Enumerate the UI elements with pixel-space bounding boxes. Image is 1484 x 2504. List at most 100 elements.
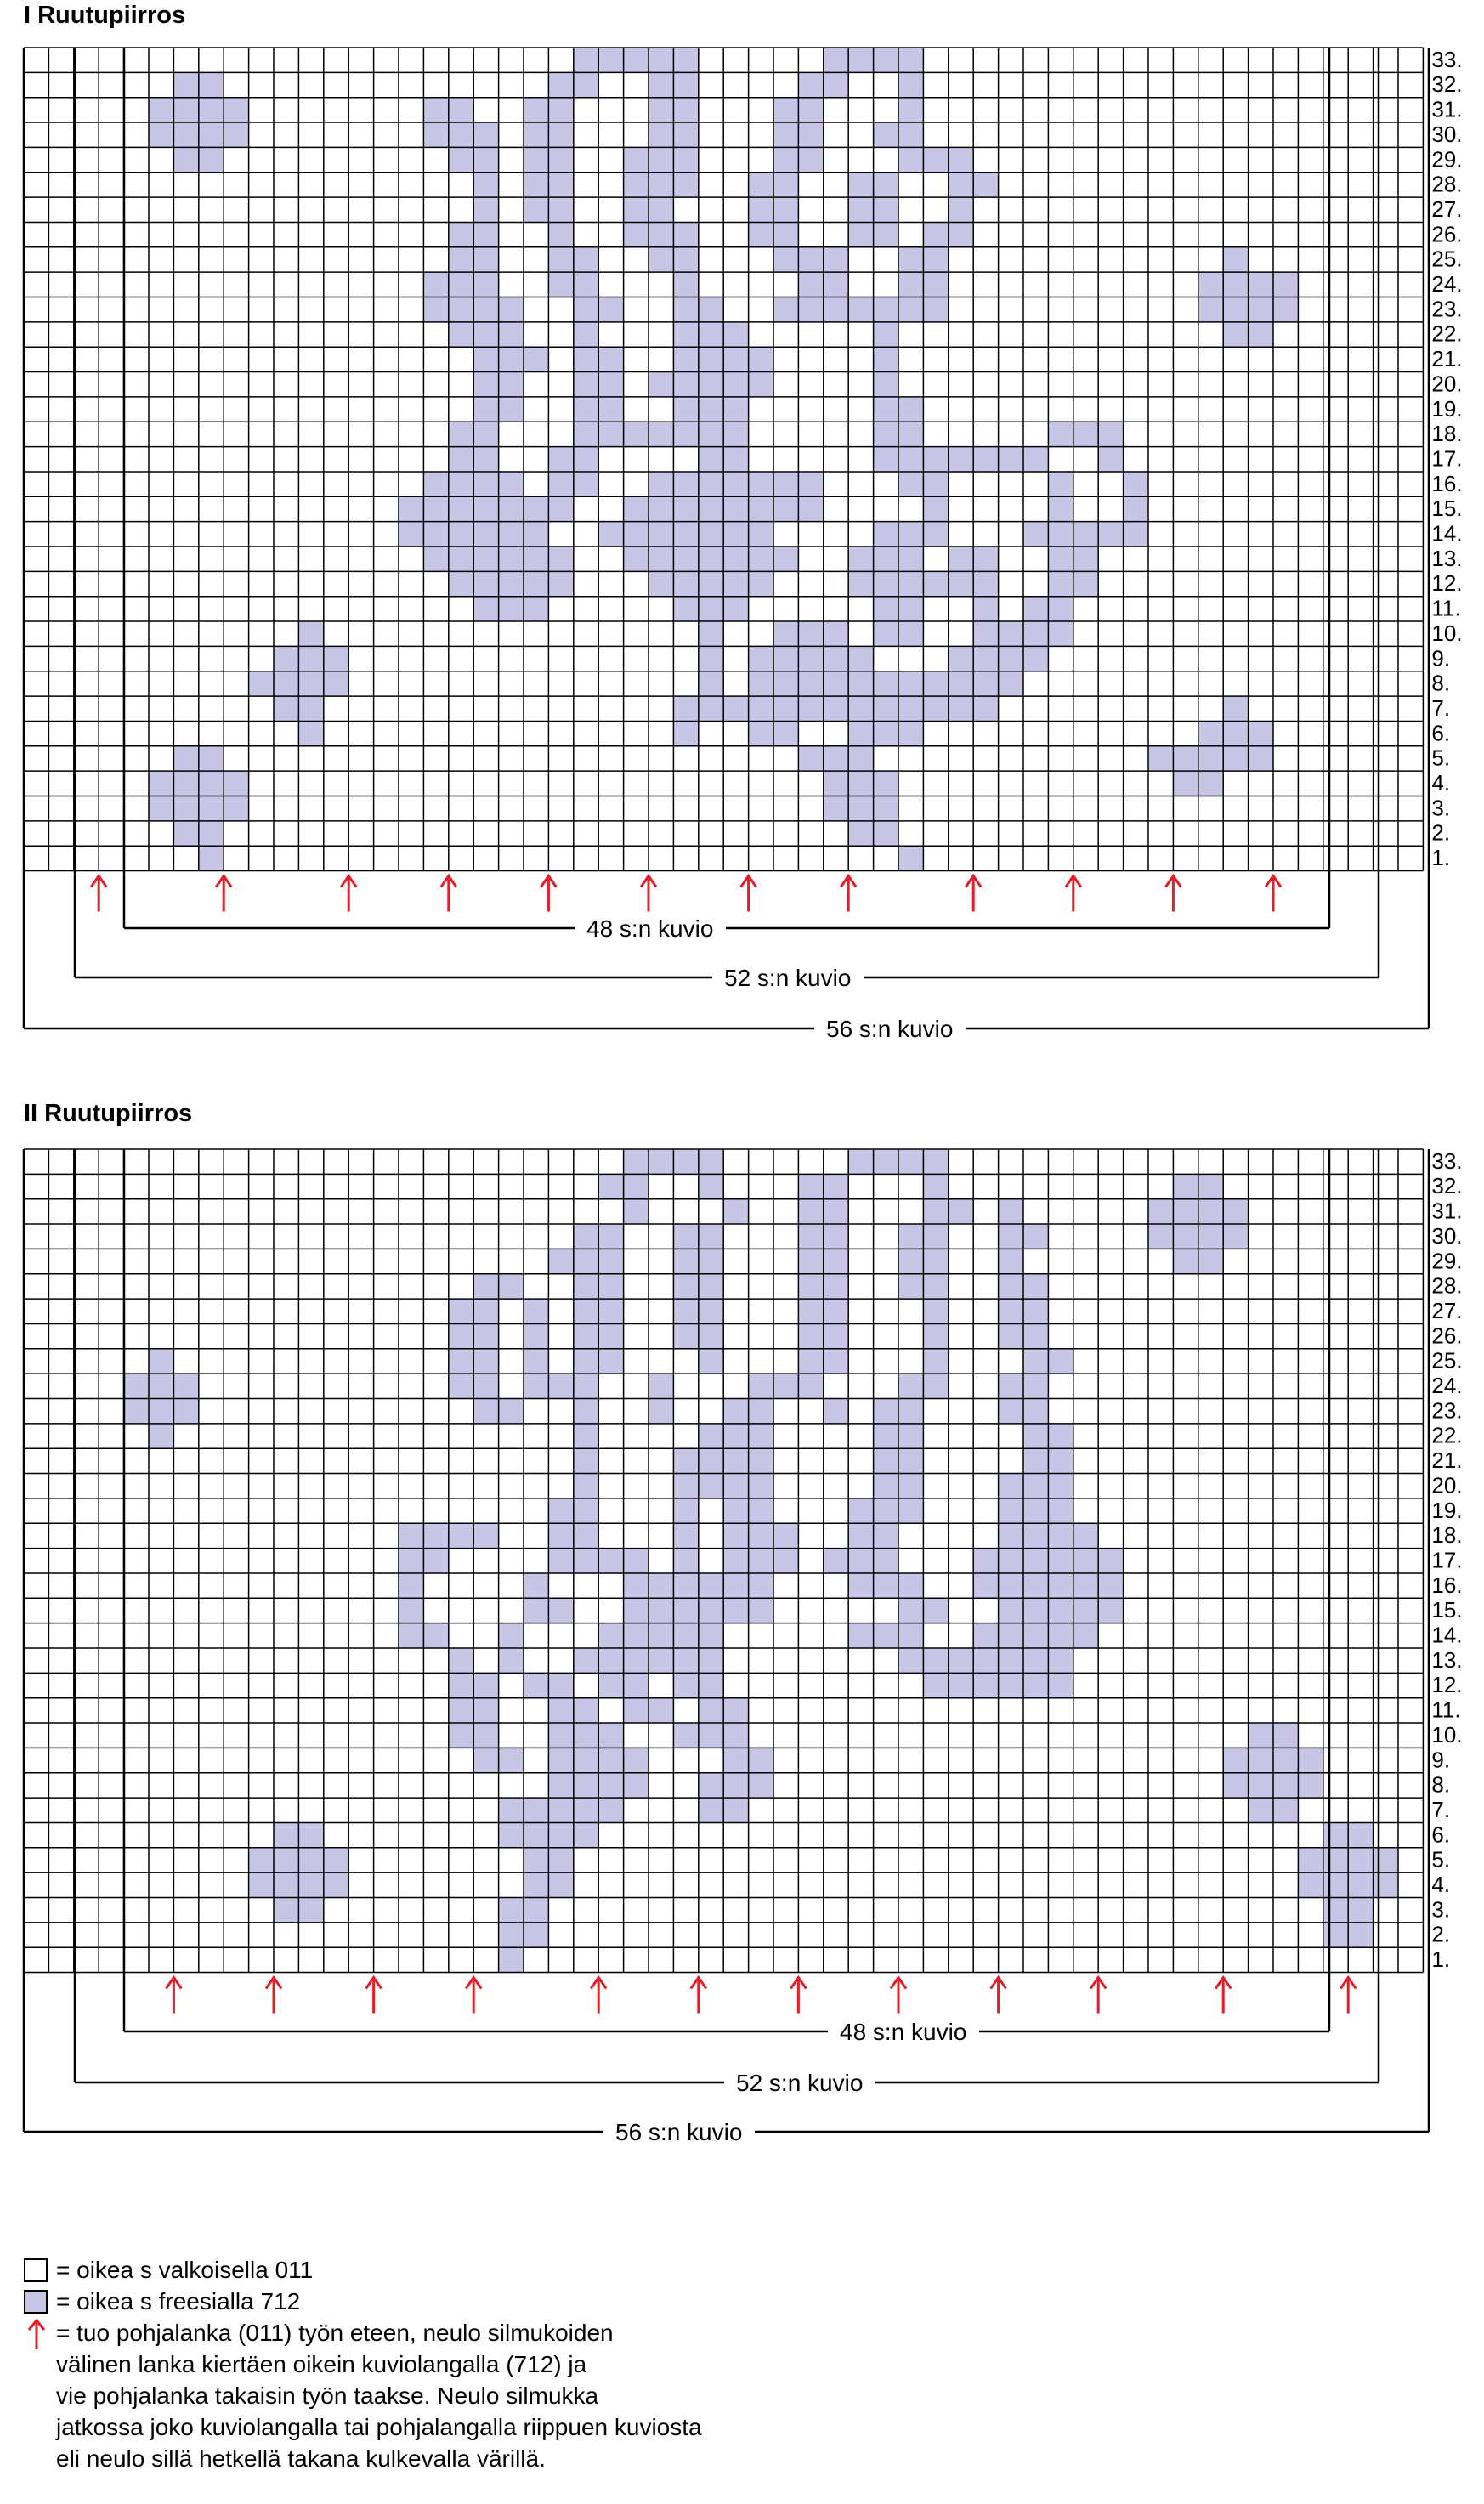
lilac-stitch-cell (748, 1398, 773, 1424)
lilac-stitch-cell (873, 422, 898, 447)
lilac-stitch-cell (1223, 246, 1249, 273)
lilac-stitch-cell (1248, 721, 1273, 746)
lilac-stitch-cell (698, 1623, 724, 1648)
lilac-stitch-cell (649, 1598, 674, 1623)
lilac-stitch-cell (548, 122, 574, 148)
lilac-stitch-cell (323, 671, 349, 697)
lilac-stitch-cell (573, 446, 599, 472)
row-number-label: 6. (1431, 720, 1450, 745)
span-label: 56 s:n kuvio (615, 2119, 742, 2145)
lilac-stitch-cell (773, 147, 799, 173)
lilac-stitch-cell (923, 1174, 949, 1199)
lilac-stitch-cell (723, 422, 749, 447)
lilac-stitch-cell (623, 521, 649, 547)
lilac-stitch-cell (649, 1572, 674, 1599)
row-number-label: 22. (1431, 321, 1462, 347)
lilac-stitch-cell (823, 621, 849, 647)
lilac-stitch-cell (274, 696, 299, 722)
lilac-stitch-cell (723, 1548, 749, 1573)
lilac-stitch-cell (524, 547, 549, 572)
lilac-stitch-cell (598, 347, 624, 372)
lilac-stitch-cell (698, 422, 724, 447)
row-number-label: 27. (1431, 1298, 1462, 1323)
lilac-stitch-cell (723, 1198, 749, 1225)
lilac-stitch-cell (673, 496, 699, 522)
lilac-stitch-cell (573, 1723, 599, 1748)
lilac-stitch-cell (448, 521, 474, 547)
lilac-stitch-cell (1223, 696, 1249, 722)
lilac-stitch-cell (598, 1772, 624, 1799)
lilac-stitch-cell (524, 596, 549, 622)
lilac-stitch-cell (623, 172, 649, 198)
lilac-stitch-cell (1048, 547, 1073, 572)
lilac-stitch-cell (649, 246, 674, 273)
lilac-stitch-cell (673, 147, 699, 173)
legend-arrow-line-2: välinen lanka kiertäen oikein kuviolanga… (56, 2351, 587, 2377)
lilac-stitch-cell (448, 571, 474, 597)
row-number-label: 14. (1431, 1623, 1462, 1648)
lilac-stitch-cell (1123, 471, 1148, 497)
lilac-stitch-cell (773, 1523, 799, 1549)
lilac-stitch-cell (798, 1249, 824, 1274)
lilac-stitch-cell (1023, 1623, 1049, 1648)
lilac-stitch-cell (548, 1748, 574, 1773)
lilac-stitch-cell (698, 1448, 724, 1474)
lilac-stitch-cell (673, 222, 699, 247)
lilac-stitch-cell (823, 671, 849, 697)
lilac-stitch-cell (573, 1498, 599, 1524)
lilac-stitch-cell (1048, 1423, 1073, 1449)
lilac-stitch-cell (1323, 1872, 1349, 1898)
lilac-stitch-cell (873, 222, 898, 247)
lilac-stitch-cell (698, 1772, 724, 1799)
lilac-stitch-cell (623, 496, 649, 522)
lilac-stitch-cell (198, 147, 224, 173)
lilac-stitch-cell (973, 1548, 999, 1573)
lilac-stitch-cell (573, 1299, 599, 1324)
lilac-stitch-cell (198, 97, 224, 123)
lilac-stitch-cell (673, 371, 699, 397)
lilac-stitch-cell (673, 72, 699, 98)
row-number-label: 7. (1431, 695, 1450, 721)
lilac-stitch-cell (473, 396, 499, 422)
row-number-label: 29. (1431, 1248, 1462, 1273)
lilac-stitch-cell (673, 1149, 699, 1175)
lilac-stitch-cell (848, 1623, 874, 1648)
lilac-stitch-cell (573, 1273, 599, 1300)
lilac-stitch-cell (1248, 321, 1273, 348)
lilac-stitch-cell (798, 97, 824, 123)
lilac-stitch-cell (1223, 1224, 1249, 1249)
lilac-stitch-cell (823, 1174, 849, 1199)
row-number-label: 32. (1431, 1173, 1462, 1198)
lilac-stitch-cell (448, 1648, 474, 1674)
red-arrow-icon (639, 873, 658, 912)
red-arrow-icon (1164, 873, 1182, 912)
red-arrow-icon (964, 873, 983, 912)
lilac-stitch-cell (748, 1548, 773, 1573)
row-number-label: 30. (1431, 1223, 1462, 1249)
white-stitch-swatch (24, 2258, 48, 2282)
lilac-stitch-cell (923, 671, 949, 697)
lilac-stitch-cell (748, 521, 773, 547)
lilac-stitch-cell (1048, 571, 1073, 597)
lilac-stitch-cell (573, 297, 599, 322)
lilac-stitch-cell (748, 172, 773, 198)
lilac-stitch-cell (798, 1174, 824, 1199)
lilac-stitch-cell (698, 571, 724, 597)
span-bracket: 48 s:n kuvio (122, 48, 1331, 942)
lilac-stitch-cell (473, 422, 499, 447)
lilac-stitch-cell (423, 1523, 449, 1549)
red-arrow-icon (339, 873, 358, 912)
lilac-stitch-cell (473, 571, 499, 597)
row-number-label: 26. (1431, 221, 1462, 246)
row-number-label: 18. (1431, 1522, 1462, 1548)
lilac-stitch-cell (773, 621, 799, 647)
lilac-stitch-cell (998, 1374, 1023, 1399)
legend-lilac: = oikea s freesialla 712 (24, 2286, 789, 2317)
lilac-stitch-cell (1048, 1548, 1073, 1573)
lilac-stitch-cell (898, 1572, 924, 1599)
lilac-stitch-cell (498, 1648, 524, 1674)
lilac-stitch-cell (1373, 1847, 1398, 1873)
lilac-stitch-cell (848, 796, 874, 821)
lilac-stitch-cell (898, 72, 924, 98)
lilac-stitch-cell (573, 1822, 599, 1848)
